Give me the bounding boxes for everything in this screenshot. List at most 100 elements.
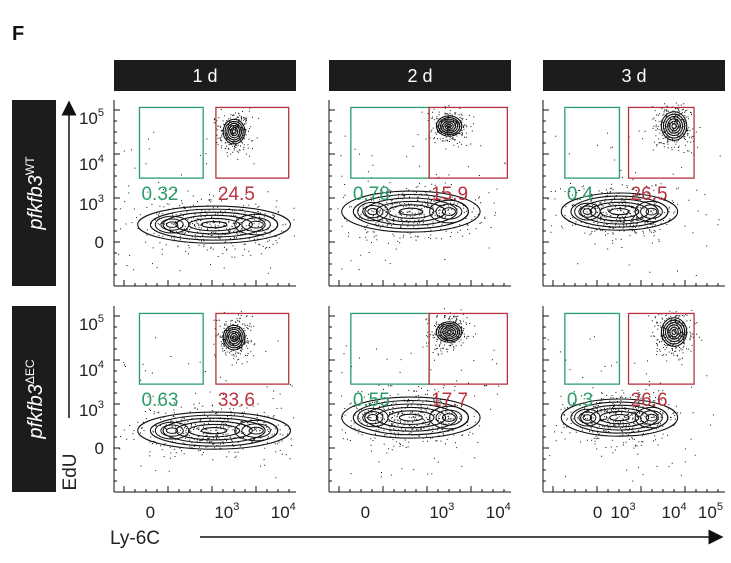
x-tick-labels: 0 103 104 0 103 104 0 103 104 105: [146, 501, 723, 522]
gate-right-value: 17.7: [431, 390, 468, 411]
column-header-label: 3 d: [621, 66, 646, 86]
contour-panels: 0.32 24.5 0.78 15.9 0.4 26.50.63 33.6 0.55 17.7 0…: [113, 100, 725, 493]
contour-line: [160, 218, 184, 231]
contour-panel: 0.55 17.7: [328, 306, 511, 493]
gate-right-value: 33.6: [218, 390, 255, 411]
contour-line: [634, 200, 669, 223]
gate-left: [350, 106, 430, 179]
gate-right: [428, 106, 509, 179]
contour-line: [446, 123, 452, 129]
gate-left: [564, 312, 621, 385]
x-tick-label: 0: [146, 503, 155, 522]
event-dots: [547, 102, 721, 276]
contour-line: [444, 328, 454, 336]
contour-line: [580, 404, 659, 431]
column-header-1: 1 d: [114, 60, 296, 91]
contour-line: [200, 220, 228, 229]
row-label-2: pfkfb3ΔEC: [12, 306, 56, 492]
contour-line: [224, 326, 244, 349]
contour-line: [435, 409, 463, 426]
contour-line: [660, 317, 688, 347]
column-headers: 1 d 2 d 3 d: [114, 60, 725, 91]
contour-line: [662, 319, 686, 345]
y-tick-label: 103: [79, 193, 104, 214]
contour-line: [582, 414, 593, 421]
contour-line: [165, 221, 179, 228]
contour-line: [640, 204, 663, 219]
contour-line: [222, 324, 246, 351]
contour-line: [441, 207, 456, 216]
contour-line: [229, 126, 239, 137]
gate-left-value: 0.78: [353, 184, 390, 205]
contour-line: [667, 118, 681, 134]
contour-line: [375, 200, 447, 223]
contour-line: [188, 423, 241, 438]
contour-panel: 0.63 33.6: [113, 306, 296, 493]
contour-line: [429, 199, 469, 224]
contour-panel: 0.32 24.5: [113, 100, 296, 287]
contour-line: [435, 203, 463, 220]
contour-line: [580, 198, 659, 225]
contour-panel: 0.3 26.6: [542, 306, 725, 493]
contour-line: [437, 322, 461, 342]
contour-line: [175, 214, 253, 235]
contour-line: [364, 403, 458, 432]
column-header-label: 2 d: [407, 66, 432, 86]
contour-line: [398, 413, 423, 422]
contour-line: [645, 413, 658, 422]
contour-line: [162, 417, 266, 444]
contour-line: [582, 208, 593, 215]
gate-left: [350, 312, 430, 385]
contour-line: [241, 423, 271, 438]
x-tick-label: 104: [271, 501, 296, 522]
contour-line: [362, 205, 384, 219]
contour-line: [231, 129, 237, 135]
contour-line: [228, 124, 241, 139]
contour-line: [437, 116, 461, 136]
x-tick-label: 104: [486, 501, 511, 522]
contour-line: [664, 321, 684, 343]
contour-line: [662, 113, 686, 139]
y-tick-labels: 105 104 103 0 105 104 103 0: [79, 107, 104, 458]
contour-panel: 0.4 26.5: [542, 100, 725, 287]
contour-line: [222, 118, 246, 145]
contour-line: [671, 329, 677, 335]
gate-right-value: 15.9: [431, 184, 468, 205]
contour-line: [154, 421, 190, 440]
contour-line: [137, 205, 292, 244]
contour-line: [226, 328, 242, 347]
contour-line: [175, 420, 253, 441]
contour-line: [357, 407, 389, 428]
contour-line: [446, 329, 452, 335]
contour-line: [442, 120, 457, 132]
gate-left-value: 0.3: [567, 390, 593, 411]
contour-line: [137, 411, 292, 450]
x-axis-title: Ly-6C: [110, 528, 160, 549]
contour-line: [341, 396, 481, 439]
contour-line: [160, 424, 184, 437]
contour-line: [634, 406, 669, 429]
x-tick-label: 104: [662, 501, 687, 522]
gate-right: [215, 106, 290, 179]
contour-line: [224, 120, 244, 143]
contour-line: [149, 414, 279, 447]
contour-line: [667, 324, 681, 340]
contour-line: [162, 211, 266, 238]
contour-line: [609, 207, 630, 216]
gate-left-value: 0.55: [353, 390, 390, 411]
panel-letter: F: [12, 23, 24, 45]
contour-line: [231, 335, 237, 341]
contour-line: [560, 192, 679, 231]
contour-line: [200, 426, 228, 435]
contour-line: [248, 426, 264, 435]
contour-line: [645, 207, 658, 216]
gate-left-value: 0.63: [141, 390, 178, 411]
row-label-text: pfkfb3WT: [23, 156, 47, 231]
contour-line: [165, 427, 179, 434]
contour-line: [357, 201, 389, 222]
y-tick-label: 104: [79, 153, 104, 174]
contour-line: [442, 326, 457, 338]
row-label-text: pfkfb3ΔEC: [23, 359, 47, 440]
contour-line: [589, 407, 650, 428]
